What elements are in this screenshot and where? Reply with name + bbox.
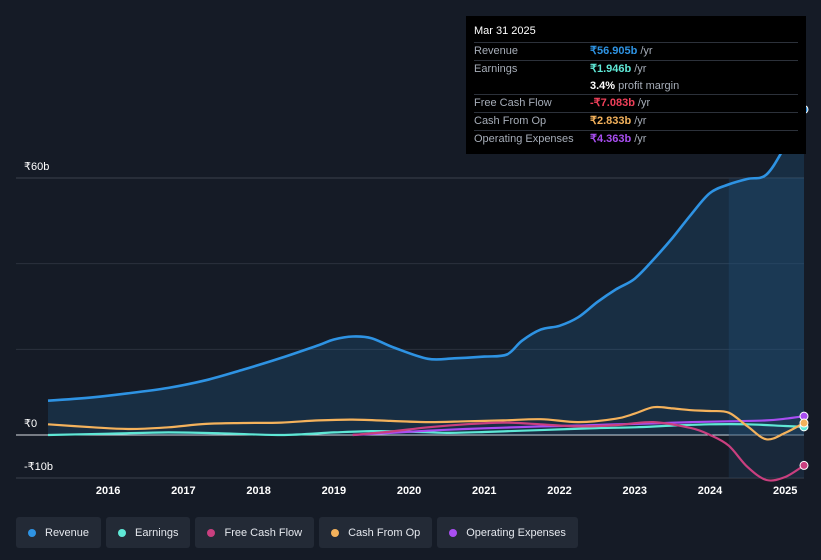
tooltip-label: Earnings (474, 62, 518, 75)
series-end-point-free-cash-flow (799, 460, 809, 470)
tooltip-date: Mar 31 2025 (474, 24, 798, 43)
x-tick-label: 2016 (95, 485, 121, 497)
legend-item-operating-expenses[interactable]: Operating Expenses (437, 517, 578, 548)
x-tick-label: 2021 (472, 485, 497, 497)
x-tick-label: 2022 (547, 485, 572, 497)
tooltip-value: ₹1.946b (590, 62, 632, 75)
series-end-point-cash-from-op (799, 418, 809, 428)
x-tick-label: 2017 (171, 485, 196, 497)
tooltip-unit: /yr (634, 115, 647, 128)
tooltip-row-earnings: Earnings ₹1.946b /yr (474, 61, 798, 78)
legend-label: Revenue (45, 526, 90, 539)
legend-label: Cash From Op (348, 526, 421, 539)
legend-dot-icon (118, 528, 127, 537)
legend-dot-icon (331, 528, 340, 537)
tooltip-value: -₹7.083b (590, 97, 635, 110)
x-tick-label: 2018 (246, 485, 271, 497)
x-tick-label: 2025 (772, 485, 798, 497)
series-lines (47, 108, 806, 482)
tooltip-label: Cash From Op (474, 115, 547, 128)
legend-dot-icon (207, 528, 216, 537)
series-line-revenue (47, 108, 806, 402)
x-tick-label: 2019 (321, 485, 347, 497)
series-area-revenue (48, 109, 804, 435)
data-tooltip: Mar 31 2025 Revenue ₹56.905b /yr Earning… (466, 16, 806, 154)
series-line-earnings (47, 423, 805, 437)
legend-item-free-cash-flow[interactable]: Free Cash Flow (195, 517, 315, 548)
tooltip-row-cash-from-op: Cash From Op ₹2.833b /yr (474, 113, 798, 131)
tooltip-unit: /yr (634, 62, 647, 75)
tooltip-value: ₹4.363b (590, 132, 632, 145)
forecast-region (728, 178, 804, 478)
legend-dot-icon (28, 528, 36, 537)
x-tick-label: 2024 (697, 485, 723, 497)
tooltip-label: Free Cash Flow (474, 97, 552, 110)
series-line-free-cash-flow (352, 420, 805, 482)
tooltip-row-revenue: Revenue ₹56.905b /yr (474, 43, 798, 61)
y-tick-label-0: ₹0 (24, 418, 38, 430)
x-tick-label: 2023 (622, 485, 647, 497)
legend-label: Operating Expenses (466, 526, 566, 539)
tooltip-row-operating-expenses: Operating Expenses ₹4.363b /yr (474, 131, 798, 148)
chart-legend: Revenue Earnings Free Cash Flow Cash Fro… (16, 517, 578, 548)
tooltip-row-profit-margin: 3.4% profit margin (474, 78, 798, 96)
tooltip-unit: /yr (640, 45, 653, 57)
legend-label: Earnings (135, 526, 179, 539)
legend-label: Free Cash Flow (224, 526, 303, 539)
tooltip-label: Revenue (474, 45, 519, 57)
tooltip-unit: /yr (637, 97, 651, 110)
series-line-cash-from-op (47, 405, 805, 441)
legend-dot-icon (449, 528, 458, 537)
series-fills (48, 109, 804, 435)
tooltip-unit: /yr (634, 132, 647, 145)
tooltip-label: Operating Expenses (474, 132, 574, 145)
tooltip-value: ₹2.833b (590, 115, 632, 128)
series-line-operating-expenses (352, 415, 805, 437)
series-end-markers (799, 104, 809, 470)
y-tick-label-60b: ₹60b (24, 161, 50, 173)
y-tick-label-minus-10b: -₹10b (24, 461, 54, 473)
tooltip-margin-value: 3.4% (590, 79, 616, 92)
tooltip-row-free-cash-flow: Free Cash Flow -₹7.083b /yr (474, 95, 798, 114)
tooltip-margin-label: profit margin (618, 79, 680, 92)
x-tick-label: 2020 (396, 485, 422, 497)
legend-item-earnings[interactable]: Earnings (106, 517, 191, 548)
legend-item-revenue[interactable]: Revenue (16, 517, 102, 548)
tooltip-value: ₹56.905b (590, 45, 638, 57)
grid (16, 177, 804, 479)
legend-item-cash-from-op[interactable]: Cash From Op (319, 517, 433, 548)
